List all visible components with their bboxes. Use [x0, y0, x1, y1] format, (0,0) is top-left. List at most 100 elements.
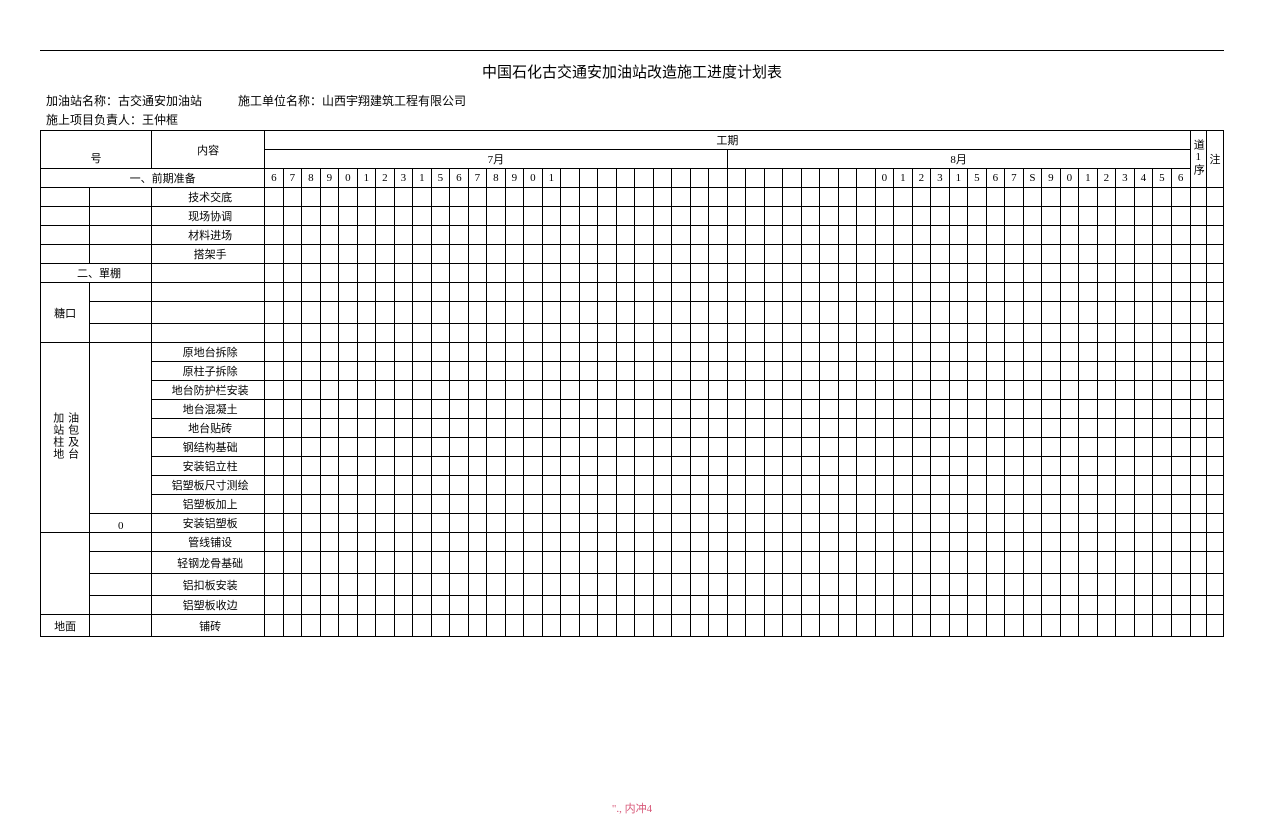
row-t2: 现场协调: [41, 207, 1224, 226]
d: [838, 169, 857, 188]
task: 地台混凝土: [152, 400, 265, 419]
d: 9: [505, 169, 524, 188]
d: [672, 169, 691, 188]
d: 5: [431, 169, 450, 188]
row-g2b: [41, 302, 1224, 324]
task: 管线铺设: [152, 533, 265, 552]
row-t15: 管线铺设: [41, 533, 1224, 552]
unit-label: 施工单位名称：: [238, 92, 322, 109]
row-t12: 铝塑板尺寸测绘: [41, 476, 1224, 495]
task: 轻钢龙骨基础: [152, 552, 265, 574]
document-title: 中国石化古交通安加油站改造施工进度计划表: [40, 61, 1224, 82]
header-row-1: 号 内容 工期 道1序 注: [41, 131, 1224, 150]
group-5: 地面: [41, 615, 90, 637]
row-t10: 钢结构基础: [41, 438, 1224, 457]
row-t13: 铝塑板加上: [41, 495, 1224, 514]
task: 现场协调: [152, 207, 265, 226]
task: 原柱子拆除: [152, 362, 265, 381]
d: 0: [339, 169, 358, 188]
d: 8: [487, 169, 506, 188]
task: 材料进场: [152, 226, 265, 245]
task: 原地台拆除: [152, 343, 265, 362]
group-3-num: 0: [90, 514, 152, 533]
row-t17: 铝扣板安装: [41, 574, 1224, 596]
footer-text: "., 内冲4: [0, 800, 1264, 816]
task: 铺砖: [152, 615, 265, 637]
d: 8: [302, 169, 321, 188]
d: 1: [413, 169, 432, 188]
task: 安装铝塑板: [152, 514, 265, 533]
d: [857, 169, 876, 188]
unit-value: 山西宇翔建筑工程有限公司: [322, 92, 466, 109]
d: 6: [1171, 169, 1190, 188]
d: 0: [524, 169, 543, 188]
side2-text: 注: [1209, 154, 1220, 166]
d: [801, 169, 820, 188]
row-t6: 原柱子拆除: [41, 362, 1224, 381]
header-period: 工期: [265, 131, 1190, 150]
meta-line-2: 施上项目负責人：王仲框: [46, 111, 1224, 128]
row-t18: 铝塑板收边: [41, 596, 1224, 615]
d: 9: [320, 169, 339, 188]
row-t5: 加站柱地 油包及台 原地台拆除: [41, 343, 1224, 362]
d: 0: [1060, 169, 1079, 188]
d: 5: [1153, 169, 1172, 188]
d: 1: [357, 169, 376, 188]
d: [820, 169, 839, 188]
row-t16: 轻钢龙骨基础: [41, 552, 1224, 574]
row-g2c: [41, 324, 1224, 343]
row-t1: 技术交底: [41, 188, 1224, 207]
header-hao: 号: [41, 131, 152, 169]
d: 6: [450, 169, 469, 188]
task: 铝塑板尺寸测绘: [152, 476, 265, 495]
header-side2: 注: [1206, 131, 1223, 188]
d: 1: [949, 169, 968, 188]
task: 钢结构基础: [152, 438, 265, 457]
side1-text: 道1序: [1192, 139, 1204, 176]
top-rule: [40, 50, 1224, 51]
d: [783, 169, 802, 188]
d: 7: [468, 169, 487, 188]
row-t14: 0安装铝塑板: [41, 514, 1224, 533]
d: 2: [376, 169, 395, 188]
d: 5: [968, 169, 987, 188]
d: 2: [912, 169, 931, 188]
row-t7: 地台防护栏安装: [41, 381, 1224, 400]
d: [561, 169, 580, 188]
section-1: 一、前期准备: [41, 169, 265, 188]
d: 3: [1116, 169, 1135, 188]
manager-value: 王仲框: [142, 111, 178, 128]
d: [635, 169, 654, 188]
d: 1: [542, 169, 561, 188]
task: 铝扣板安装: [152, 574, 265, 596]
d: 7: [283, 169, 302, 188]
section-2: 二、單棚: [41, 264, 152, 283]
station-value: 古交通安加油站: [118, 92, 202, 109]
document-page: 中国石化古交通安加油站改造施工进度计划表 加油站名称：古交通安加油站 施工单位名…: [0, 0, 1264, 826]
d: 6: [265, 169, 284, 188]
d: [653, 169, 672, 188]
d: [690, 169, 709, 188]
d: [764, 169, 783, 188]
manager-label: 施上项目负責人：: [46, 111, 142, 128]
d: 2: [1097, 169, 1116, 188]
group-3b-text: 油包及台: [67, 412, 79, 460]
d: S: [1023, 169, 1042, 188]
group-2: 糖口: [41, 283, 90, 343]
header-side1: 道1序: [1190, 131, 1206, 188]
d: 7: [1005, 169, 1024, 188]
d: 1: [1079, 169, 1098, 188]
schedule-table: 号 内容 工期 道1序 注 7月 8月 一、前期准备 6789012315678…: [40, 130, 1224, 637]
row-t4: 搭架手: [41, 245, 1224, 264]
task: 地台防护栏安装: [152, 381, 265, 400]
task: 铝塑板收边: [152, 596, 265, 615]
d: 1: [894, 169, 913, 188]
header-month-8: 8月: [727, 150, 1190, 169]
d: 0: [875, 169, 894, 188]
task: 地台贴砖: [152, 419, 265, 438]
d: [727, 169, 746, 188]
row-t3: 材料进场: [41, 226, 1224, 245]
task: 搭架手: [152, 245, 265, 264]
group-2-text: 糖口: [54, 308, 76, 320]
row-g2a: 糖口: [41, 283, 1224, 302]
